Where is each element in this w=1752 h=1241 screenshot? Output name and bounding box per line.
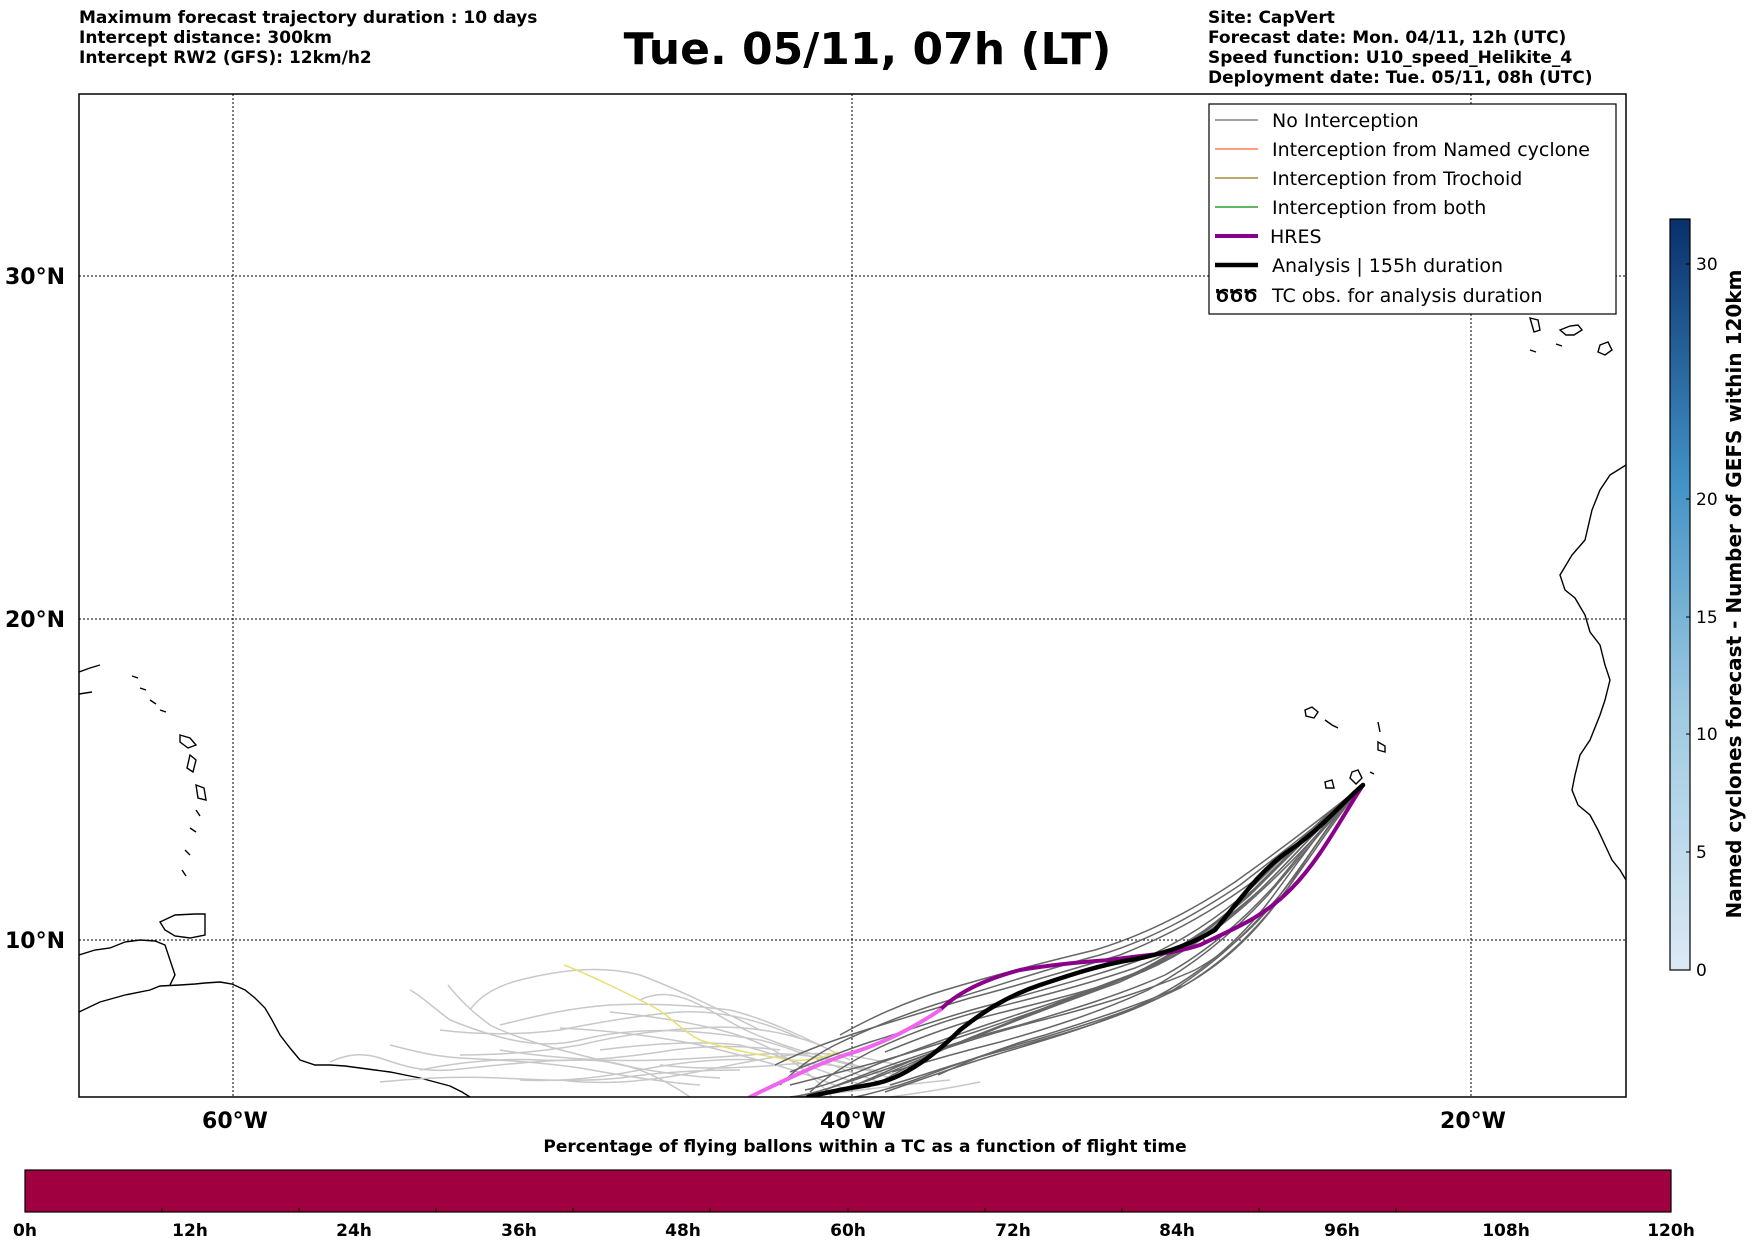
colorbar-ticks: 0 5 10 15 20 30 (1696, 255, 1718, 981)
colorbar-tick-label: 5 (1696, 843, 1707, 863)
timebar-tick-label: 60h (830, 1221, 866, 1241)
timebar-tick-label: 108h (1482, 1221, 1530, 1241)
info-line: Site: CapVert (1208, 8, 1335, 28)
flight-time-bar: Percentage of flying ballons within a TC… (13, 1137, 1695, 1241)
timebar-fill (24, 1169, 1672, 1213)
trajectory (459, 1026, 821, 1056)
timebar-tick-label: 36h (501, 1221, 537, 1241)
colorbar-gradient (1669, 218, 1691, 971)
legend-item-both: Interception from both (1215, 197, 1486, 219)
cape-verde-islands (1304, 706, 1386, 789)
lat-label-20n: 20°N (5, 608, 65, 633)
trajectory (499, 1003, 851, 1061)
timebar-tick-label: 96h (1324, 1221, 1360, 1241)
south-america-coast (79, 981, 471, 1097)
legend-label: Interception from Named cyclone (1272, 139, 1590, 161)
trajectory (469, 968, 761, 1031)
info-line: Deployment date: Tue. 05/11, 08h (UTC) (1208, 68, 1593, 88)
venezuela-coast (79, 939, 176, 986)
latitude-labels: 30°N 20°N 10°N (5, 265, 65, 954)
trajectory (389, 1044, 701, 1086)
trajectory (937, 784, 1364, 1076)
longitude-labels: 60°W 40°W 20°W (202, 1109, 1506, 1134)
legend-item-trochoid: Interception from Trochoid (1215, 168, 1522, 190)
timebar-tick-label: 84h (1159, 1221, 1195, 1241)
timebar-tick-label: 24h (336, 1221, 372, 1241)
lat-label-10n: 10°N (5, 929, 65, 954)
colorbar-tick-label: 10 (1696, 725, 1718, 745)
legend-item-no-interception: No Interception (1215, 110, 1419, 132)
timebar-title: Percentage of flying ballons within a TC… (543, 1137, 1186, 1157)
trajectory (809, 784, 1364, 1093)
lon-label-60w: 60°W (202, 1109, 268, 1134)
colorbar-tick-label: 0 (1696, 961, 1707, 981)
forecast-parameters: Maximum forecast trajectory duration : 1… (79, 8, 537, 68)
trajectory (779, 784, 1364, 1086)
antilles-coast (79, 664, 207, 877)
info-line: Intercept distance: 300km (79, 28, 332, 48)
map-content (79, 94, 1626, 1097)
colorbar-tick-label: 15 (1696, 608, 1718, 628)
cyclone-colorbar: 0 5 10 15 20 30 Named cyclones forecast … (1669, 218, 1746, 981)
cyclone-symbol-icon: ԾԾԾ (1215, 286, 1258, 307)
trajectory (804, 784, 1364, 1091)
trajectory (789, 784, 1364, 1097)
analysis-trajectory (805, 782, 1366, 1097)
trajectory (329, 1054, 691, 1097)
timebar-tick-label: 120h (1647, 1221, 1695, 1241)
legend-item-hres: HRES (1215, 226, 1322, 248)
legend: No Interception Interception from Named … (1208, 103, 1617, 315)
info-line: Speed function: U10_speed_Helikite_4 (1208, 48, 1573, 68)
trajectory (789, 784, 1364, 1073)
legend-item-tc-obs: ԾԾԾ TC obs. for analysis duration (1215, 285, 1543, 307)
trajectory-trochoid (563, 964, 839, 1062)
map-frame (78, 93, 1627, 1098)
lon-label-40w: 40°W (820, 1109, 886, 1134)
timebar-tick-label: 12h (172, 1221, 208, 1241)
trajectory (824, 784, 1364, 1091)
west-africa-coast (1559, 464, 1626, 881)
lon-label-20w: 20°W (1440, 1109, 1506, 1134)
info-line: Intercept RW2 (GFS): 12km/h2 (79, 48, 372, 68)
legend-label: Interception from Trochoid (1272, 168, 1522, 190)
trajectory (447, 984, 721, 1079)
trajectory (559, 1052, 911, 1084)
info-line: Maximum forecast trajectory duration : 1… (79, 8, 538, 28)
timebar-tick-label: 0h (13, 1221, 37, 1241)
timebar-tick-label: 72h (995, 1221, 1031, 1241)
lat-label-30n: 30°N (5, 265, 65, 290)
trajectory (559, 1027, 853, 1093)
trajectory (889, 1081, 981, 1097)
timebar-tick-label: 48h (665, 1221, 701, 1241)
canary-islands (1528, 317, 1613, 356)
legend-label: No Interception (1272, 110, 1419, 132)
legend-label: HRES (1270, 226, 1322, 248)
page-title: Tue. 05/11, 07h (LT) (623, 24, 1112, 75)
legend-label: Interception from both (1272, 197, 1486, 219)
colorbar-tick-label: 30 (1696, 255, 1718, 275)
trajectory (891, 784, 1364, 1073)
hres-trajectory-late (748, 1008, 942, 1097)
trajectory (599, 1042, 871, 1089)
trinidad-coast (158, 913, 206, 939)
legend-label: TC obs. for analysis duration (1271, 285, 1543, 307)
map-panel: 30°N 20°N 10°N 60°W 40°W 20°W No Interce… (5, 93, 1627, 1134)
timebar-ticks: 0h 12h 24h 36h 48h 60h 72h 84h 96h 108h … (13, 1221, 1695, 1241)
trajectory (379, 1069, 741, 1083)
legend-item-named-cyclone: Interception from Named cyclone (1215, 139, 1590, 161)
trajectory (884, 784, 1364, 1053)
trajectory (439, 1010, 801, 1039)
legend-box (1208, 103, 1617, 315)
info-line: Forecast date: Mon. 04/11, 12h (UTC) (1208, 28, 1567, 48)
colorbar-tick-label: 20 (1696, 490, 1718, 510)
legend-label: Analysis | 155h duration (1272, 255, 1503, 277)
trajectory (409, 989, 881, 1083)
trajectory (839, 784, 1364, 1036)
coastlines (79, 317, 1626, 1097)
colorbar-label: Named cyclones forecast - Number of GEFS… (1722, 270, 1746, 919)
legend-item-analysis: Analysis | 155h duration (1215, 255, 1503, 277)
site-info: Site: CapVert Forecast date: Mon. 04/11,… (1208, 8, 1593, 88)
